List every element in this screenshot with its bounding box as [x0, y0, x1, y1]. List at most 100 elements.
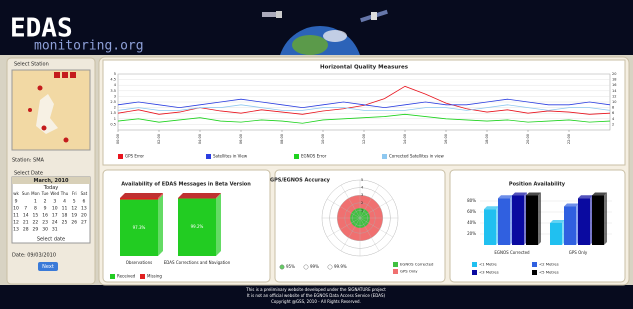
y2-tick-label: 2 — [612, 122, 614, 126]
footer-line: Copyright @GSS, 2010 - All Rights Reserv… — [271, 299, 361, 304]
footer-line: This is a preliminary website developed … — [245, 287, 386, 292]
y2-tick-label: 20 — [612, 72, 616, 76]
legend-label: EGNOS Corrected — [400, 262, 434, 267]
calendar-day[interactable]: 13 — [81, 206, 87, 212]
calendar-day[interactable]: 19 — [71, 213, 77, 219]
x-tick-label: 00:00 — [116, 134, 120, 144]
bar — [484, 209, 496, 245]
y-tick-label: 4.5 — [110, 78, 116, 82]
week-number: 9 — [15, 199, 18, 205]
x-tick-label: 04:00 — [198, 134, 202, 144]
screen: EDAS monitoring.org Select Station Stati… — [0, 0, 633, 309]
chart-title: Horizontal Quality Measures — [320, 65, 409, 71]
y-tick-label: 80% — [467, 198, 476, 203]
legend-swatch — [532, 270, 537, 275]
y-tick-label: 60% — [467, 209, 476, 214]
calendar-day[interactable]: 2 — [44, 199, 47, 205]
legend-label: Corrected Satellites in view — [389, 154, 444, 159]
legend-label: <1 Metre — [479, 262, 497, 267]
bar — [564, 207, 576, 246]
weekday: Tue — [41, 191, 49, 196]
legend-label: <3 Metres — [479, 270, 499, 275]
x-tick-label: 06:00 — [239, 134, 243, 144]
y-tick-label: 3 — [114, 94, 116, 98]
bar-side — [158, 195, 163, 256]
y2-tick-label: 12 — [612, 94, 616, 98]
calendar-day[interactable]: 3 — [53, 199, 56, 205]
calendar-day[interactable]: 14 — [23, 213, 29, 219]
calendar-day[interactable]: 4 — [63, 199, 66, 205]
calendar-day[interactable]: 26 — [71, 220, 77, 226]
week-number: 13 — [13, 227, 19, 233]
calendar-day[interactable]: 17 — [52, 213, 58, 219]
calendar-month[interactable]: March, 2010 — [34, 178, 69, 184]
category-label: Observations — [126, 260, 152, 265]
calendar-day[interactable]: 16 — [42, 213, 48, 219]
weekday: Thu — [60, 191, 69, 196]
legend-swatch — [532, 262, 537, 267]
r-tick-label: 2 — [361, 201, 363, 205]
weekday: wk — [13, 191, 19, 196]
calendar-day[interactable]: 24 — [52, 220, 58, 226]
calendar-day[interactable]: 1 — [34, 199, 37, 205]
logo-subtitle: monitoring.org — [34, 39, 144, 54]
calendar-day[interactable]: 9 — [44, 206, 47, 212]
calendar-day[interactable]: 18 — [62, 213, 68, 219]
bar — [120, 198, 158, 200]
calendar-day[interactable]: 7 — [24, 206, 27, 212]
y-tick-label: 5 — [114, 72, 116, 76]
legend-label: GPS Error — [125, 154, 144, 159]
x-tick-label: 22:00 — [567, 134, 571, 144]
chart-title: Availability of EDAS Messages in Beta Ve… — [121, 182, 251, 188]
calendar-day[interactable]: 12 — [71, 206, 77, 212]
y2-tick-label: 14 — [612, 89, 617, 93]
calendar-day[interactable]: 31 — [52, 227, 58, 233]
y2-tick-label: 18 — [612, 78, 616, 82]
radio-label[interactable]: 99.9% — [334, 264, 347, 269]
calendar-day[interactable]: 30 — [42, 227, 48, 233]
calendar-day[interactable]: 28 — [23, 227, 29, 233]
calendar-day[interactable]: 8 — [34, 206, 37, 212]
weekday: Sat — [81, 191, 88, 196]
calendar-day[interactable]: 5 — [73, 199, 76, 205]
legend-label: GPS Only — [400, 269, 418, 274]
station-title: Select Station — [14, 62, 49, 68]
category-label: EGNOS Corrected — [494, 250, 530, 255]
calendar-day[interactable]: 23 — [42, 220, 48, 226]
calendar-day[interactable]: 11 — [62, 206, 68, 212]
r-tick-label: 1 — [361, 208, 363, 212]
y-tick-label: 2.5 — [110, 100, 116, 104]
y2-tick-label: 6 — [612, 111, 614, 115]
category-label: EDAS Corrections and Navigation — [164, 260, 231, 265]
calendar-day[interactable]: 6 — [82, 199, 85, 205]
calendar-day[interactable]: 15 — [33, 213, 39, 219]
calendar-day[interactable]: 27 — [81, 220, 87, 226]
radio[interactable] — [304, 265, 308, 269]
calendar-day[interactable]: 21 — [23, 220, 29, 226]
legend-swatch — [472, 270, 477, 275]
x-tick-label: 16:00 — [444, 134, 448, 144]
legend-swatch — [393, 269, 398, 274]
calendar-day[interactable]: 10 — [52, 206, 58, 212]
calendar-select[interactable]: Select date — [37, 237, 65, 243]
legend-swatch — [140, 274, 145, 279]
calendar-day[interactable]: 29 — [33, 227, 39, 233]
calendar-day[interactable]: 25 — [62, 220, 68, 226]
x-tick-label: 20:00 — [526, 134, 530, 144]
y-tick-label: 20% — [467, 231, 476, 236]
radio[interactable] — [280, 265, 284, 269]
y-tick-label: 40% — [467, 220, 476, 225]
radio-label[interactable]: 99% — [310, 264, 319, 269]
legend-label: <2 Metres — [539, 262, 559, 267]
calendar-day[interactable]: 22 — [33, 220, 39, 226]
legend-label: EGNOS Error — [301, 154, 327, 159]
x-tick-label: 12:00 — [362, 134, 366, 144]
legend-swatch — [110, 274, 115, 279]
calendar-day[interactable]: 20 — [81, 213, 87, 219]
radio[interactable] — [328, 265, 332, 269]
radio-label[interactable]: 95% — [286, 264, 295, 269]
legend-swatch — [294, 154, 299, 159]
week-number: 11 — [13, 213, 19, 219]
next-button-label[interactable]: Next — [42, 264, 54, 270]
chart-title: Position Availability — [509, 182, 566, 188]
